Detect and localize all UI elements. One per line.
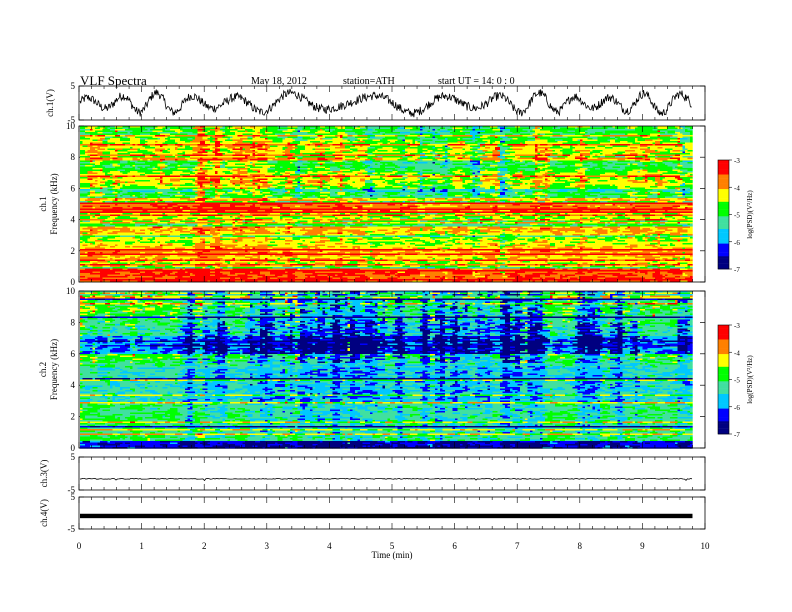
x-tick-label: 3 (265, 541, 270, 551)
x-tick-label: 4 (327, 541, 332, 551)
series-line-ch1 (80, 89, 692, 117)
colorbar: -3 -4 -5 -6 -7 log(PSD)(V²/Hz) (718, 322, 754, 439)
x-ticks (79, 457, 705, 490)
colorbar-tick-label: -7 (734, 266, 740, 274)
y-tick-label: 2 (71, 246, 76, 256)
y-tick-label: 5 (71, 492, 76, 502)
colorbar-tick-label: -3 (734, 157, 740, 165)
series-line-ch4 (80, 514, 692, 518)
colorbar-label: log(PSD)(V²/Hz) (746, 190, 754, 239)
y-axis-label: Frequency (kHz) (49, 173, 59, 234)
x-tick-label: 6 (452, 541, 457, 551)
x-tick-label: 9 (640, 541, 645, 551)
vlf-spectra-figure: 5-5ch.1(V)0246810ch.1 Frequency (kHz)-3-4… (0, 0, 792, 612)
colorbar-tick-label: -6 (734, 404, 740, 412)
x-tick-label: 7 (515, 541, 520, 551)
colorbar: -3 -4 -5 -6 -7 log(PSD)(V²/Hz) (718, 157, 754, 274)
y-tick-label: 6 (71, 183, 76, 193)
y-tick-label: 4 (71, 215, 76, 225)
y-tick-label: 10 (66, 121, 76, 131)
colorbar-tick-label: -6 (734, 239, 740, 247)
colorbar-tick-label: -4 (734, 184, 740, 192)
x-axis-label: Time (min) (372, 550, 413, 560)
x-ticks (79, 497, 705, 529)
colorbar-tick-label: -5 (734, 377, 740, 385)
y-tick-label: 5 (71, 81, 76, 91)
y-tick-label: 2 (71, 412, 76, 422)
y-axis-label: ch.1(V) (45, 89, 55, 117)
y-tick-label: 8 (71, 152, 76, 162)
x-tick-label: 10 (701, 541, 711, 551)
y-axis-label: Frequency (kHz) (49, 339, 59, 400)
channel-label: ch.2 (38, 362, 48, 377)
y-tick-label: 6 (71, 349, 76, 359)
y-axis-label: ch.4(V) (39, 499, 49, 527)
colorbar-tick-label: -5 (734, 212, 740, 220)
colorbar-tick-label: -7 (734, 431, 740, 439)
y-tick-label: -5 (68, 524, 76, 534)
series-line-ch3 (80, 478, 692, 480)
y-tick-label: 5 (71, 452, 76, 462)
spectrogram-ch.1 (80, 126, 693, 282)
y-axis-label: ch.3(V) (39, 460, 49, 488)
channel-label: ch.1 (38, 196, 48, 211)
y-tick-label: 10 (66, 286, 76, 296)
x-tick-label: 0 (77, 541, 82, 551)
y-tick-label: 8 (71, 317, 76, 327)
x-tick-label: 8 (578, 541, 583, 551)
x-tick-label: 1 (139, 541, 144, 551)
colorbar-tick-label: -4 (734, 349, 740, 357)
colorbar-tick-label: -3 (734, 322, 740, 330)
colorbar-label: log(PSD)(V²/Hz) (746, 355, 754, 404)
spectrogram-ch.2 (80, 291, 693, 449)
x-tick-label: 2 (202, 541, 207, 551)
y-tick-label: 4 (71, 380, 76, 390)
